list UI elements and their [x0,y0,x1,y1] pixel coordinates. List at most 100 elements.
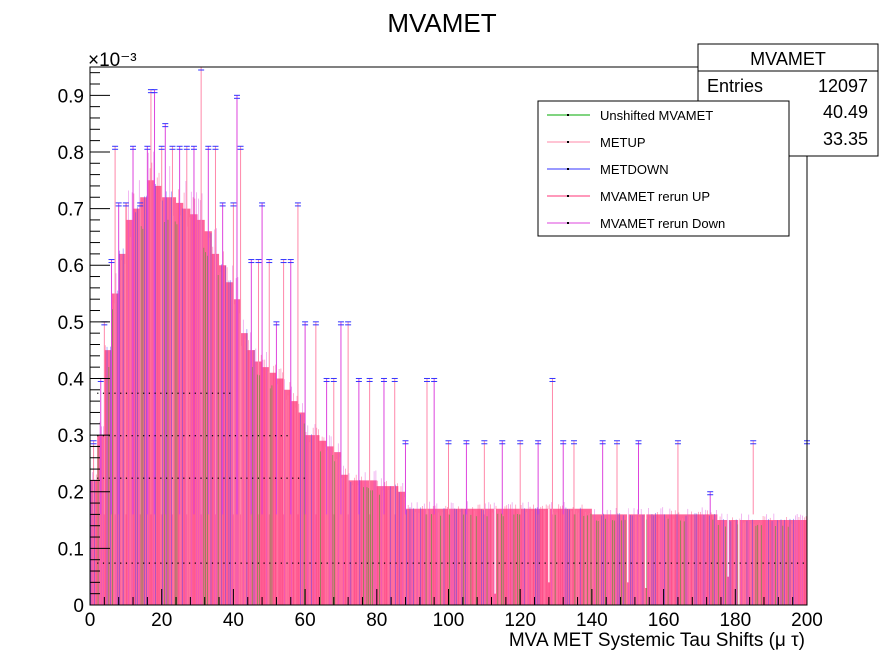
marker-dot [131,392,133,394]
marker-dot [435,562,437,564]
marker-dot [642,562,644,564]
marker-dot [498,562,500,564]
marker-dot [188,562,191,564]
marker-dot [125,562,128,564]
x-tick-label: 40 [223,610,244,631]
marker-dot [120,392,122,394]
legend-label: METUP [600,135,646,150]
marker-dot [280,435,282,437]
marker-dot [297,562,300,564]
marker-dot [464,562,466,564]
marker-dot [137,392,139,394]
marker-dot [166,392,168,394]
marker-dot [137,562,139,564]
marker-dot [200,562,202,564]
marker-dot [670,562,672,564]
marker-dot [510,562,512,564]
marker-dot [194,435,196,437]
marker-dot [148,562,150,564]
marker-dot [211,435,214,437]
marker-dot [269,477,271,479]
marker-dot [206,435,208,437]
marker-dot [309,562,311,564]
marker-dot [120,435,122,437]
marker-dot [263,435,265,437]
marker-dot [584,562,586,564]
marker-dot [171,477,173,479]
legend-marker [567,141,569,143]
y-tick-label: 0.3 [58,426,84,447]
marker-dot [716,562,718,564]
marker-dot [131,477,133,479]
marker-dot [699,562,701,564]
marker-dot [263,562,265,564]
marker-dot [613,562,615,564]
marker-dot [257,477,259,479]
marker-dot [154,435,156,437]
y-tick-label: 0.8 [58,143,84,164]
marker-dot [114,562,116,564]
marker-dot [229,435,231,437]
marker-dot [470,562,472,564]
marker-dot [211,562,214,564]
marker-dot [246,435,248,437]
marker-dot [653,562,655,564]
marker-dot [257,562,259,564]
legend-label: Unshifted MVAMET [600,108,713,123]
marker-dot [320,562,323,564]
marker-dot [389,562,391,564]
marker-dot [240,435,242,437]
marker-dot [269,435,271,437]
marker-dot [774,562,776,564]
marker-dot [791,562,793,564]
marker-dot [148,392,150,394]
y-tick-label: 0.6 [58,256,84,277]
marker-dot [768,562,770,564]
marker-dot [188,392,191,394]
marker-dot [406,562,409,564]
marker-dot [286,562,288,564]
y-tick-label: 0.2 [58,483,84,504]
marker-dot [131,562,133,564]
marker-dot [223,435,225,437]
marker-dot [619,562,621,564]
marker-dot [504,562,506,564]
marker-dot [234,477,237,479]
marker-dot [601,562,604,564]
marker-dot [108,477,110,479]
marker-dot [693,562,695,564]
marker-dot [274,562,277,564]
marker-dot [647,562,650,564]
marker-dot [372,562,374,564]
marker-dot [475,562,477,564]
marker-dot [102,392,105,394]
marker-dot [102,435,105,437]
marker-dot [710,562,713,564]
marker-dot [802,562,804,564]
histogram-spikes [90,66,810,605]
marker-dot [143,435,145,437]
marker-dot [97,392,99,394]
marker-dot [274,435,277,437]
histogram-envelope [90,180,807,605]
marker-dot [160,562,162,564]
marker-dot [194,392,196,394]
y-tick-label: 0 [73,596,84,617]
marker-dot [160,477,162,479]
marker-dot [338,562,340,564]
marker-dot [183,435,185,437]
marker-dot [630,562,632,564]
stats-label-entries: Entries [707,76,763,96]
marker-dot [143,562,145,564]
marker-dot [424,562,426,564]
marker-dot [252,435,254,437]
marker-dot [183,392,185,394]
marker-dot [148,477,150,479]
marker-dot [217,562,219,564]
marker-dot [171,562,173,564]
marker-dot [177,392,179,394]
marker-dot [458,562,460,564]
x-axis: 0 20 40 60 80 100 120 140 160 180 200 [85,589,823,631]
marker-dot [544,562,546,564]
marker-dot [143,392,145,394]
